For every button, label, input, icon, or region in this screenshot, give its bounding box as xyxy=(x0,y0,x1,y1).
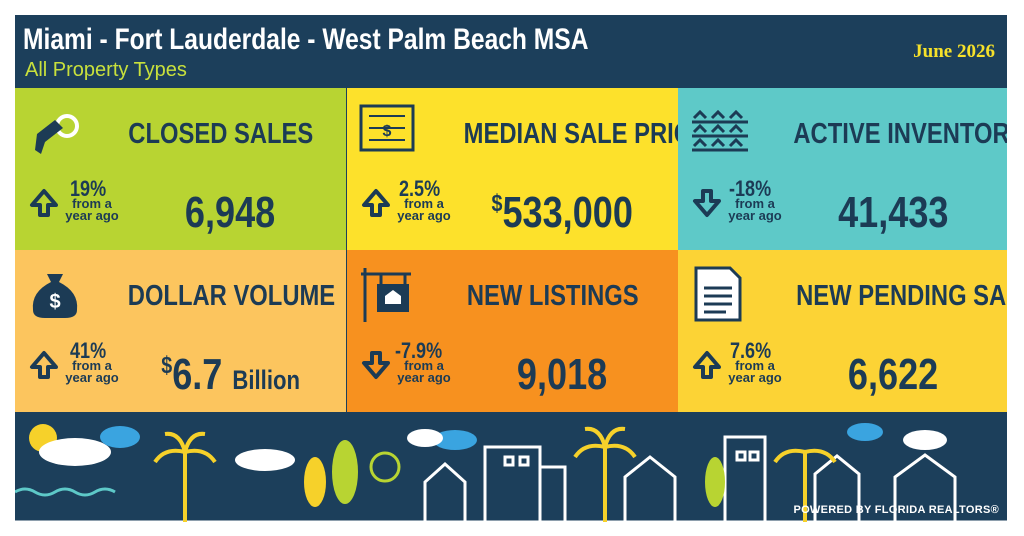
metric-value-text: 6,948 xyxy=(185,188,275,238)
arrow-up xyxy=(30,189,58,217)
change-note: from a year ago xyxy=(728,196,782,223)
metric-title-text: MEDIAN SALE PRICE xyxy=(463,118,707,150)
svg-text:$: $ xyxy=(49,291,60,313)
metric-value-text: 41,433 xyxy=(838,188,948,238)
change-text: -18% xyxy=(729,176,772,201)
metric-title-text: CLOSED SALES xyxy=(128,118,313,150)
svg-text:$: $ xyxy=(383,123,392,140)
change-note: from a year ago xyxy=(728,358,782,385)
value-number: 6,948 xyxy=(185,188,276,237)
infographic: Miami - Fort Lauderdale - West Palm Beac… xyxy=(15,15,1007,522)
icon xyxy=(692,109,748,152)
value-number: 533,000 xyxy=(502,188,634,237)
change-note: from a year ago xyxy=(397,358,451,385)
change-note: from a year ago xyxy=(65,358,119,385)
metric-tile: $ DOLLAR VOLUME 41% from a year ago $6.7 Bil… xyxy=(15,250,346,412)
metric-value-text: 6,622 xyxy=(848,350,938,400)
value-number: 6,622 xyxy=(848,350,939,399)
value-number: 41,433 xyxy=(838,188,949,237)
metric-title-text: NEW LISTINGS xyxy=(466,280,639,312)
credit: POWERED BY FLORIDA REALTORS® xyxy=(793,504,999,516)
metric-value: $533,000 xyxy=(457,188,668,238)
skyline-illustration xyxy=(15,423,1007,522)
metric-tile: CLOSED SALES 19% from a year ago 6,948 xyxy=(15,88,346,250)
change-note: from a year ago xyxy=(65,196,119,223)
metric-title: NEW PENDING SALES xyxy=(768,280,1007,313)
metric-value: 41,433 xyxy=(788,188,999,238)
arrow-up xyxy=(30,351,58,379)
date: June 2026 xyxy=(913,41,995,62)
change: -7.9% xyxy=(389,338,459,364)
arrow-up xyxy=(362,189,390,217)
metric-tile: $ MEDIAN SALE PRICE 2.5% from a year ago $53… xyxy=(347,88,707,250)
value-prefix: $ xyxy=(491,190,503,217)
value-prefix: $ xyxy=(161,352,173,379)
icon xyxy=(35,114,79,154)
change-note: from a year ago xyxy=(397,196,451,223)
change: 7.6% xyxy=(720,338,790,364)
metric-title-text: ACTIVE INVENTORY xyxy=(793,118,1007,150)
change: 19% xyxy=(57,176,127,202)
icon xyxy=(361,268,411,322)
metric-value-text: $6.7 Billion xyxy=(161,350,300,400)
value-number: 9,018 xyxy=(517,350,608,399)
icon xyxy=(694,266,742,322)
change: 2.5% xyxy=(389,176,459,202)
metric-title-text: DOLLAR VOLUME xyxy=(127,280,336,312)
arrow-down xyxy=(693,189,721,217)
subtitle: All Property Types xyxy=(25,59,187,81)
metric-title: MEDIAN SALE PRICE xyxy=(437,118,707,151)
metric-value: 9,018 xyxy=(457,350,668,400)
metric-value: 6,622 xyxy=(788,350,999,400)
metric-title: DOLLAR VOLUME xyxy=(105,280,336,313)
metric-title-text: NEW PENDING SALES xyxy=(796,280,1007,312)
change-text: 7.6% xyxy=(729,338,772,363)
change: 41% xyxy=(57,338,127,364)
metric-title: ACTIVE INVENTORY xyxy=(768,118,1007,151)
arrow-up xyxy=(693,351,721,379)
change-text: -7.9% xyxy=(395,338,443,363)
metric-value: 6,948 xyxy=(125,188,336,238)
change-text: 2.5% xyxy=(398,176,441,201)
metric-tile: NEW PENDING SALES 7.6%from a year ago 6,62… xyxy=(678,250,1007,412)
metric-value-text: 9,018 xyxy=(517,350,607,400)
value-suffix: Billion xyxy=(232,365,300,395)
metric-tile: NEW LISTINGS -7.9% from a year ago 9,018 xyxy=(347,250,678,412)
icon: $ xyxy=(359,104,415,152)
metric-title: CLOSED SALES xyxy=(105,118,336,151)
icon: $ xyxy=(32,274,78,318)
metric-title: NEW LISTINGS xyxy=(437,280,668,313)
change: -18% xyxy=(720,176,790,202)
change-text: 41% xyxy=(69,338,107,363)
metric-value-text: $533,000 xyxy=(492,188,633,238)
arrow-down xyxy=(362,351,390,379)
metric-value: $6.7 Billion xyxy=(125,350,336,400)
value-number: 6.7 xyxy=(172,350,223,399)
metric-tile: ACTIVE INVENTORY -18% from a year ago 41,43… xyxy=(678,88,1007,250)
header: Miami - Fort Lauderdale - West Palm Beac… xyxy=(15,15,1007,88)
change-text: 19% xyxy=(69,176,107,201)
title: Miami - Fort Lauderdale - West Palm Beac… xyxy=(23,23,589,56)
